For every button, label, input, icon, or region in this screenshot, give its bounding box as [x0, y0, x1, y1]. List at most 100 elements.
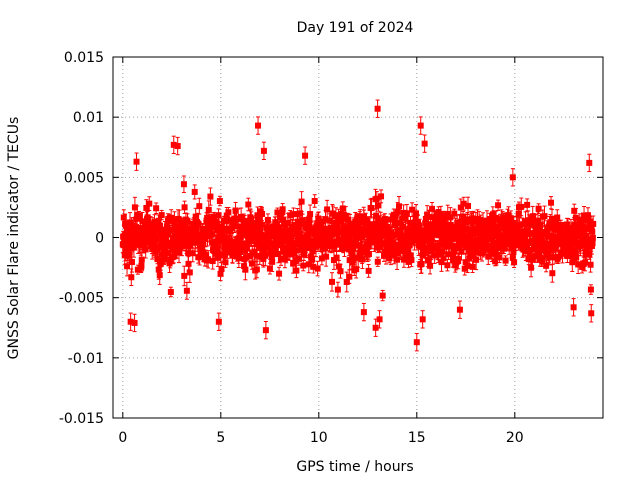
data-point [293, 267, 300, 274]
data-point [379, 292, 386, 299]
data-point [394, 256, 401, 263]
data-point [438, 228, 445, 235]
data-point [450, 257, 457, 264]
data-point [189, 250, 196, 257]
data-point [365, 243, 372, 250]
data-point [208, 223, 215, 230]
data-point [184, 235, 191, 242]
data-point [256, 253, 263, 260]
data-point [167, 288, 174, 295]
data-point [251, 248, 258, 255]
data-point [245, 201, 252, 208]
data-point [223, 212, 230, 219]
data-point [281, 221, 288, 228]
data-point [438, 259, 445, 266]
data-point [256, 216, 263, 223]
data-point [507, 217, 514, 224]
data-point [457, 226, 464, 233]
data-point [275, 233, 282, 240]
data-point [204, 214, 211, 221]
data-point [271, 240, 278, 247]
data-point [510, 249, 517, 256]
data-point [153, 235, 160, 242]
data-point [475, 243, 482, 250]
data-point [349, 257, 356, 264]
data-point [397, 227, 404, 234]
data-point [217, 270, 224, 277]
data-point [122, 222, 129, 229]
data-point [191, 188, 198, 195]
data-point [393, 219, 400, 226]
data-point [429, 205, 436, 212]
data-point [488, 224, 495, 231]
data-point [139, 218, 146, 225]
data-point [381, 216, 388, 223]
data-point [502, 257, 509, 264]
data-point [431, 231, 438, 238]
data-point [354, 225, 361, 232]
data-point [338, 211, 345, 218]
data-point [220, 218, 227, 225]
data-point [307, 211, 314, 218]
data-point [151, 218, 158, 225]
data-point [402, 215, 409, 222]
data-point [248, 237, 255, 244]
data-point [295, 255, 302, 262]
data-point [392, 213, 399, 220]
data-point [138, 256, 145, 263]
data-point [449, 242, 456, 249]
data-point [282, 236, 289, 243]
data-point [500, 214, 507, 221]
data-point [404, 247, 411, 254]
data-point [352, 234, 359, 241]
data-point [373, 212, 380, 219]
data-point [399, 215, 406, 222]
data-point [248, 215, 255, 222]
data-point [181, 272, 188, 279]
data-point [372, 229, 379, 236]
data-point [186, 269, 193, 276]
data-point [314, 265, 321, 272]
data-point [485, 253, 492, 260]
data-point [298, 240, 305, 247]
data-point [233, 246, 240, 253]
data-point [357, 213, 364, 220]
data-point [506, 233, 513, 240]
data-point [132, 224, 139, 231]
data-point [374, 258, 381, 265]
data-point [465, 246, 472, 253]
data-point [341, 244, 348, 251]
data-point [408, 256, 415, 263]
data-point [209, 258, 216, 265]
data-point [278, 256, 285, 263]
data-point [359, 247, 366, 254]
data-point [310, 263, 317, 270]
data-point [292, 257, 299, 264]
data-point [226, 217, 233, 224]
data-point [293, 247, 300, 254]
data-point [308, 226, 315, 233]
data-point [388, 229, 395, 236]
data-point [184, 230, 191, 237]
data-point [416, 226, 423, 233]
data-point [259, 211, 266, 218]
data-point [444, 210, 451, 217]
data-point [373, 195, 380, 202]
data-point [137, 225, 144, 232]
data-point [279, 206, 286, 213]
data-point [334, 286, 341, 293]
data-point [377, 218, 384, 225]
data-point [344, 224, 351, 231]
data-point [495, 202, 502, 209]
data-point [166, 260, 173, 267]
data-point [496, 254, 503, 261]
data-point [473, 256, 480, 263]
data-point [492, 246, 499, 253]
data-point [353, 266, 360, 273]
data-point [221, 252, 228, 259]
data-point [253, 222, 260, 229]
data-point [257, 227, 264, 234]
data-point [215, 212, 222, 219]
data-point [493, 214, 500, 221]
